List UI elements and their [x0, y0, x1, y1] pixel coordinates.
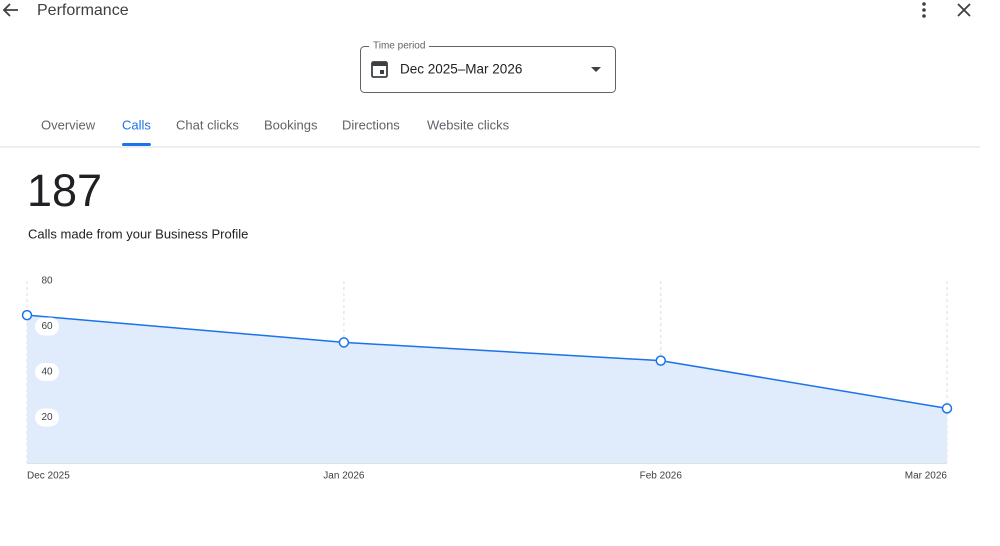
x-tick-label: Dec 2025 [27, 471, 70, 482]
chart: 20 40 60 80 Dec 2025 Jan 2026 Feb 2026 Mar 2026 [21, 272, 953, 482]
y-tick-background [35, 272, 59, 290]
back-button[interactable] [2, 3, 18, 17]
close-button[interactable] [957, 3, 971, 17]
page-title: Performance [37, 2, 129, 19]
y-tick-label: 80 [41, 276, 53, 287]
tab-bar: Overview Calls Chat clicks Bookings Directio… [41, 117, 510, 146]
tab[interactable]: Calls [122, 117, 151, 132]
x-tick-label: Jan 2026 [323, 471, 365, 482]
dot [922, 14, 926, 18]
tab[interactable]: Overview [41, 117, 96, 132]
data-point [21, 309, 33, 321]
tab[interactable]: Directions [342, 117, 400, 132]
select-value: Dec 2025–Mar 2026 [400, 62, 522, 77]
tab[interactable]: Website clicks [427, 117, 510, 132]
y-tick-background [35, 363, 59, 381]
dropdown-arrow [591, 67, 601, 72]
total-description: Calls made from your Business Profile [28, 226, 248, 241]
tab[interactable]: Chat clicks [176, 117, 239, 132]
y-tick-background [35, 317, 59, 336]
y-tick-label: 40 [41, 367, 53, 378]
dot [922, 2, 926, 6]
data-point [655, 355, 667, 366]
select-label: Time period [373, 41, 425, 52]
label-gap [369, 40, 429, 52]
y-tick-label: 60 [41, 321, 53, 332]
dot [922, 8, 926, 12]
total-value: 187 [27, 165, 102, 216]
select-outline [360, 46, 616, 93]
tab[interactable]: Bookings [264, 117, 318, 132]
calendar-icon [371, 61, 388, 78]
line [26, 314, 948, 410]
y-tick-label: 20 [41, 412, 53, 423]
data-point [338, 337, 350, 348]
back-icon [2, 3, 18, 17]
area [27, 315, 947, 463]
time-period-select[interactable]: Time period Dec 2025–Mar 2026 [360, 40, 616, 93]
tab-indicator [122, 143, 151, 146]
more-menu[interactable] [922, 2, 926, 18]
data-point [941, 403, 953, 414]
x-tick-label: Mar 2026 [905, 471, 948, 482]
y-tick-background [35, 408, 59, 427]
x-tick-label: Feb 2026 [640, 471, 683, 482]
